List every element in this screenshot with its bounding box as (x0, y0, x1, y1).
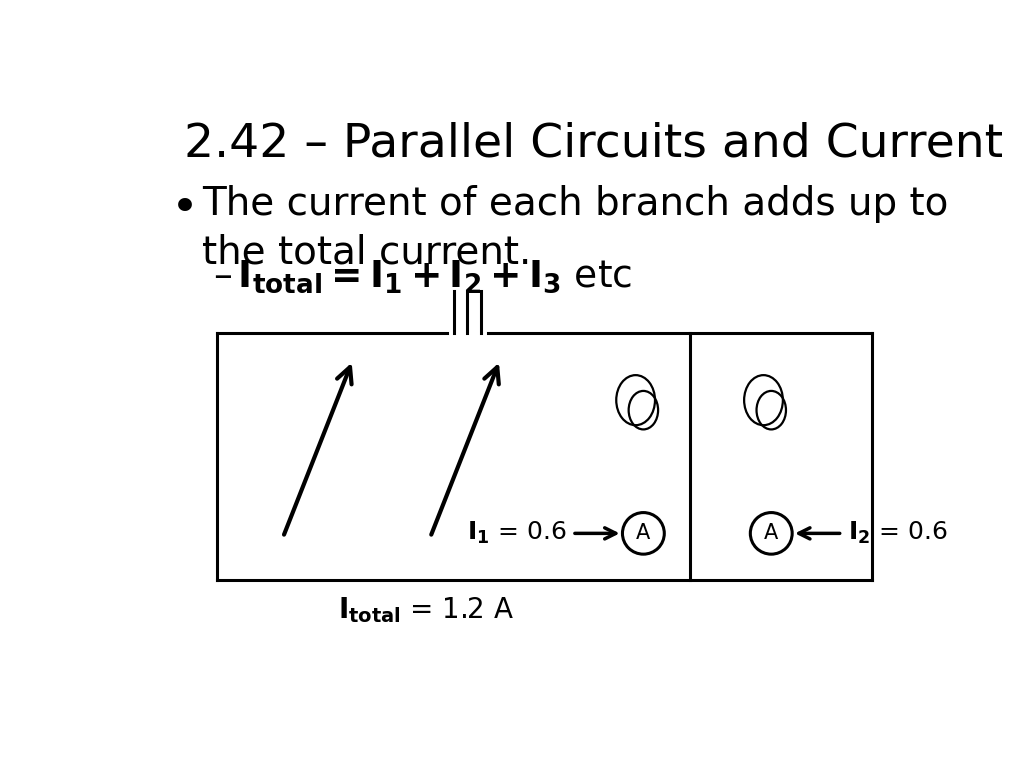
Circle shape (623, 512, 665, 554)
Circle shape (751, 512, 793, 554)
Text: $\mathbf{I_2}$ = 0.6: $\mathbf{I_2}$ = 0.6 (848, 520, 947, 547)
Text: $\endash\,\mathbf{I}_{\mathbf{total}}\mathbf{= I_1 + I_2 + I_3}$ etc: $\endash\,\mathbf{I}_{\mathbf{total}}\ma… (213, 259, 633, 295)
Text: $\mathbf{I_1}$ = 0.6: $\mathbf{I_1}$ = 0.6 (467, 520, 566, 547)
Text: A: A (636, 523, 650, 544)
Text: The current of each branch adds up to
the total current.: The current of each branch adds up to th… (202, 185, 948, 272)
Text: 2.42 – Parallel Circuits and Current: 2.42 – Parallel Circuits and Current (183, 121, 1002, 167)
Text: •: • (171, 187, 199, 232)
Text: $\mathbf{I_{total}}$ = 1.2 A: $\mathbf{I_{total}}$ = 1.2 A (338, 595, 514, 625)
Text: A: A (764, 523, 778, 544)
